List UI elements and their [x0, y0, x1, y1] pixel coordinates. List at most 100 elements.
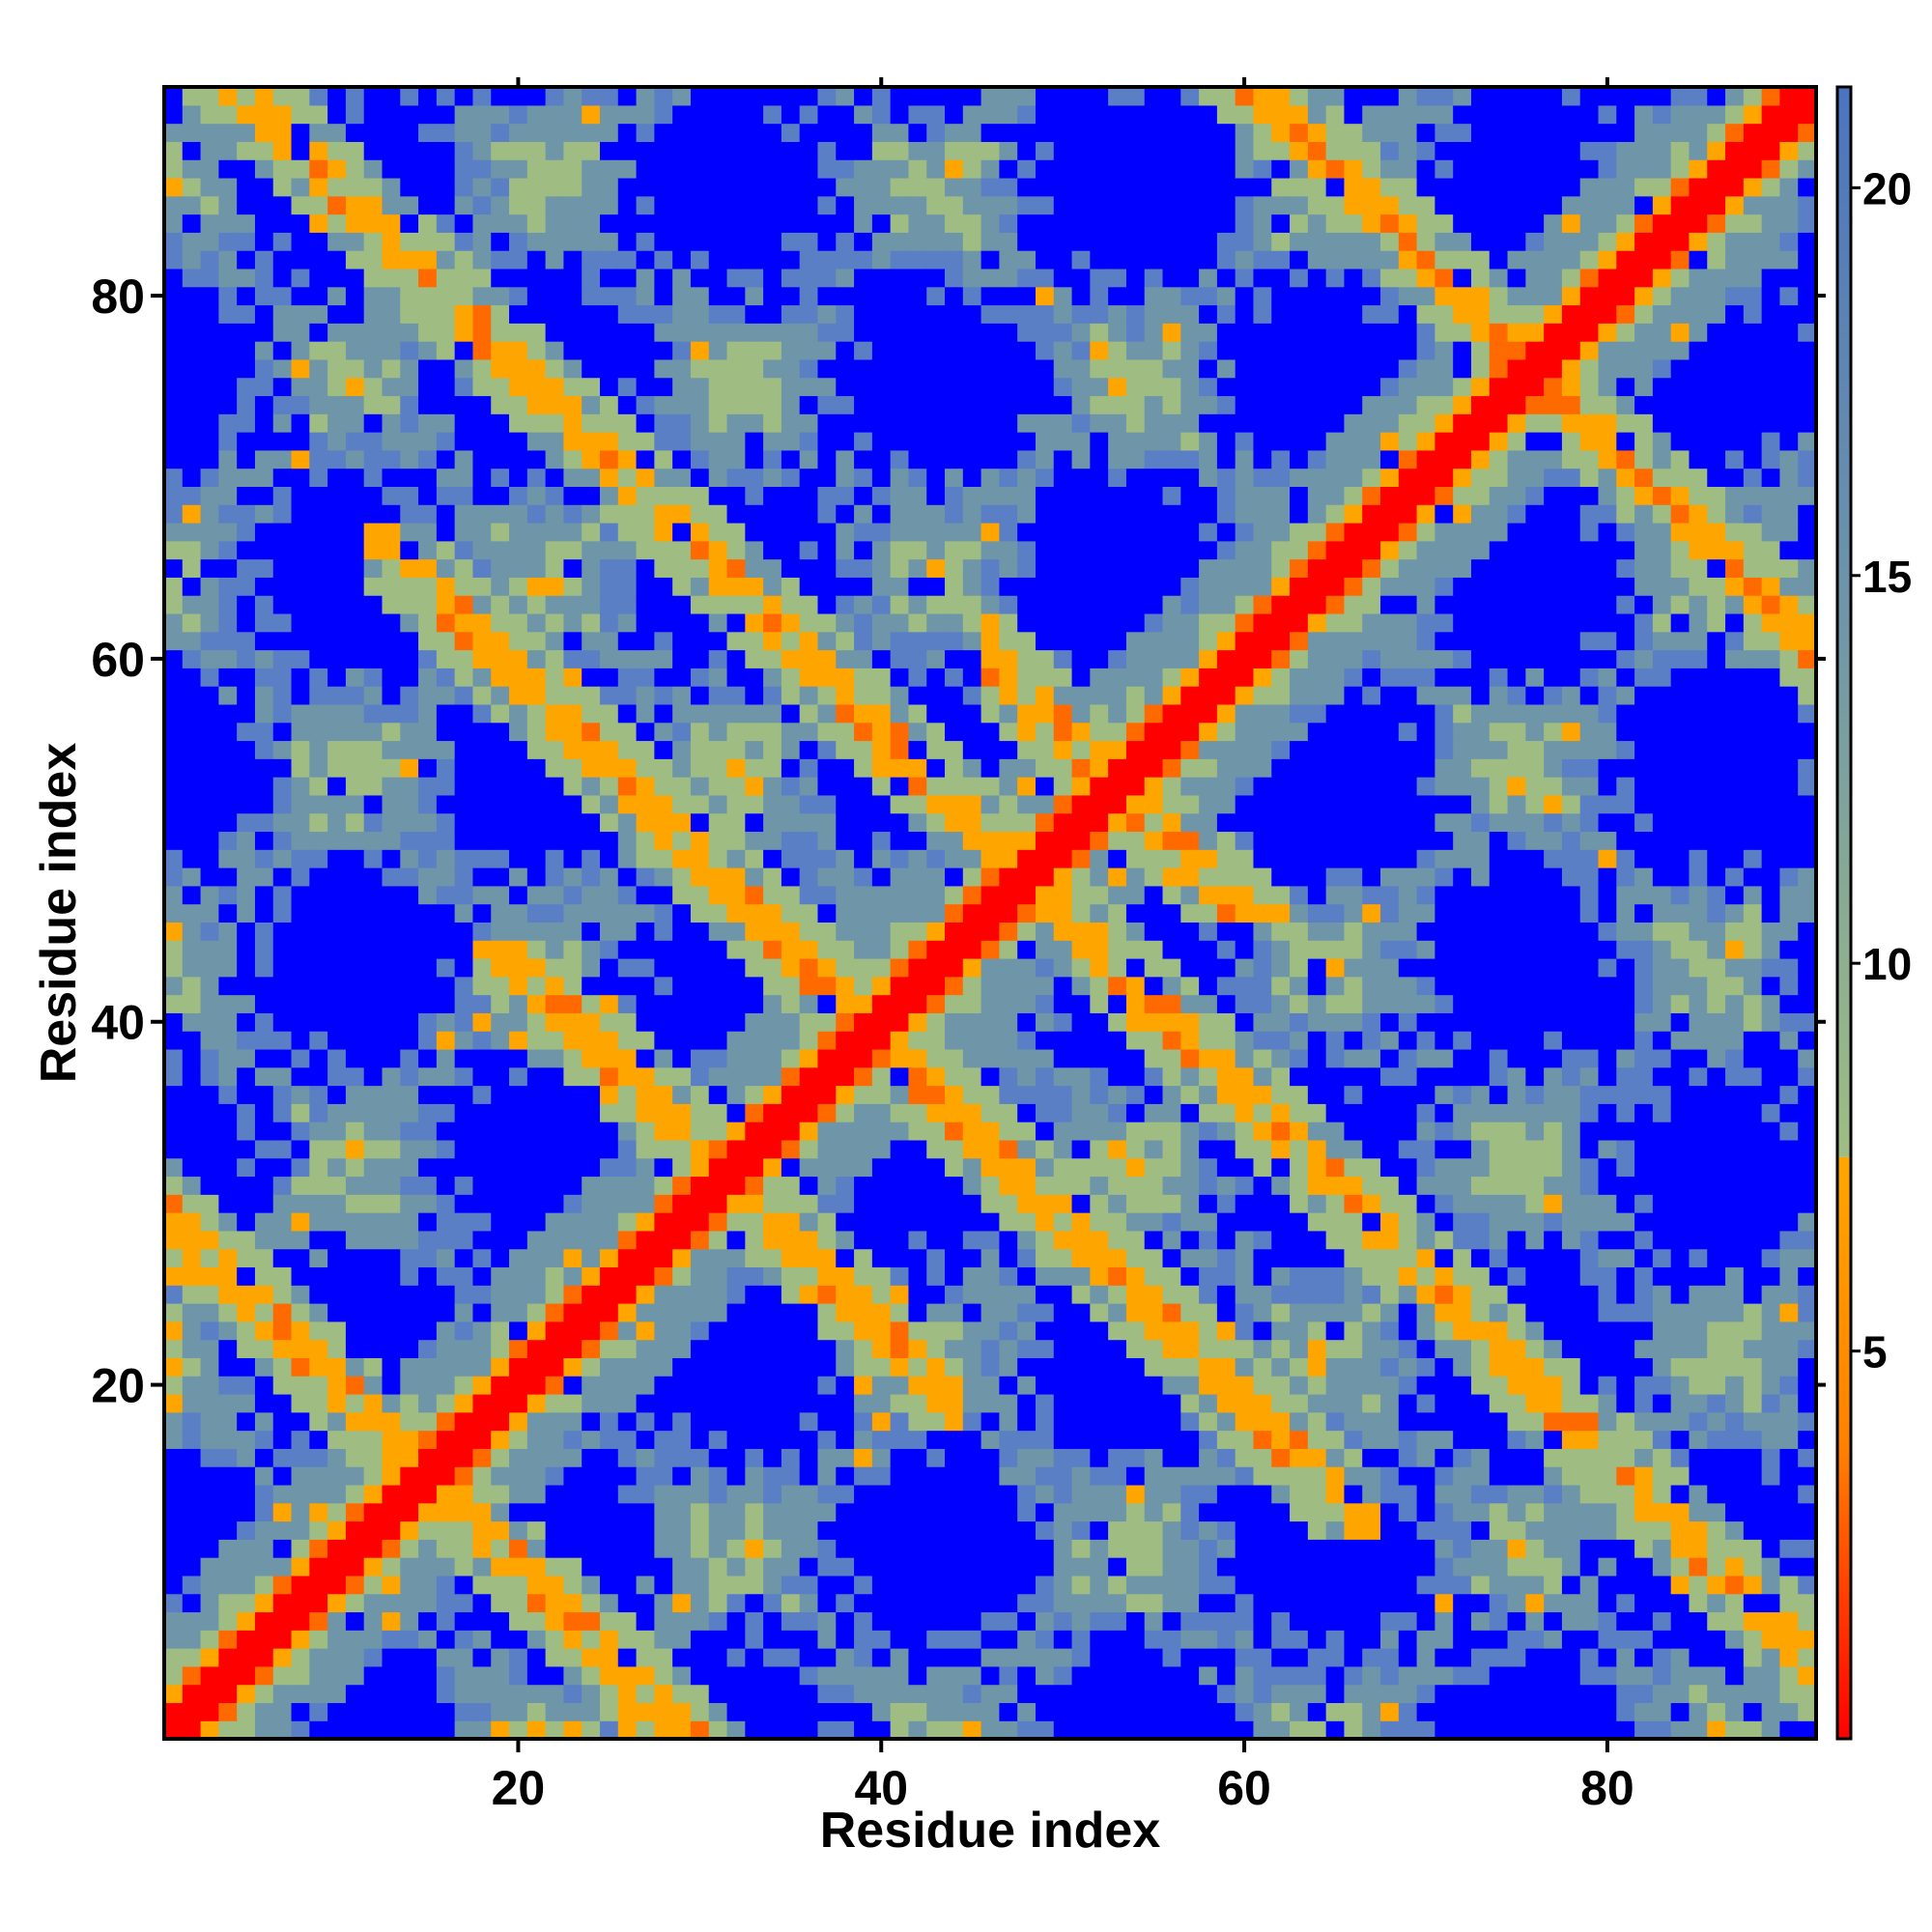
heatmap-cell: [309, 87, 328, 106]
heatmap-cell: [345, 486, 365, 505]
heatmap-cell: [182, 612, 202, 633]
heatmap-cell: [1180, 1248, 1200, 1268]
heatmap-cell: [708, 1212, 728, 1232]
heatmap-cell: [272, 268, 293, 288]
heatmap-cell: [454, 595, 474, 614]
heatmap-cell: [1561, 1575, 1581, 1595]
heatmap-cell: [1689, 1285, 1708, 1304]
heatmap-cell: [563, 686, 582, 705]
heatmap-cell: [708, 141, 728, 160]
heatmap-cell: [1199, 1285, 1218, 1304]
heatmap-cell: [980, 1665, 1000, 1686]
heatmap-cell: [582, 1593, 601, 1613]
heatmap-cell: [291, 740, 310, 759]
heatmap-cell: [672, 631, 692, 651]
heatmap-cell: [218, 1539, 238, 1558]
heatmap-cell: [1489, 1630, 1509, 1649]
heatmap-cell: [272, 486, 293, 505]
heatmap-cell: [1199, 1176, 1218, 1195]
heatmap-cell: [654, 1194, 673, 1213]
heatmap-cell: [726, 250, 746, 270]
heatmap-cell: [382, 1157, 401, 1178]
heatmap-cell: [454, 1720, 474, 1740]
heatmap-cell: [1344, 1139, 1363, 1159]
heatmap-cell: [218, 1502, 238, 1522]
heatmap-cell: [1435, 1520, 1454, 1540]
heatmap-cell: [1489, 1393, 1509, 1413]
heatmap-cell: [454, 250, 474, 270]
heatmap-cell: [599, 1611, 619, 1631]
heatmap-cell: [871, 1266, 892, 1286]
heatmap-cell: [1416, 1448, 1435, 1467]
heatmap-cell: [545, 1430, 565, 1449]
heatmap-cell: [636, 1630, 655, 1649]
heatmap-cell: [526, 449, 547, 469]
heatmap-cell: [436, 703, 456, 724]
heatmap-cell: [563, 885, 582, 905]
heatmap-cell: [690, 1139, 710, 1159]
heatmap-cell: [1325, 1593, 1346, 1613]
heatmap-cell: [1398, 1122, 1418, 1141]
heatmap-cell: [1144, 1176, 1164, 1195]
heatmap-cell: [1707, 1520, 1726, 1540]
heatmap-cell: [472, 341, 492, 360]
heatmap-cell: [1544, 1321, 1563, 1341]
heatmap-cell: [1453, 1539, 1472, 1558]
heatmap-cell: [654, 1303, 673, 1322]
heatmap-cell: [654, 558, 673, 578]
heatmap-cell: [1216, 1684, 1236, 1704]
heatmap-cell: [272, 1048, 293, 1068]
heatmap-cell: [1344, 1357, 1363, 1377]
heatmap-cell: [1489, 1702, 1509, 1721]
heatmap-cell: [200, 1520, 219, 1540]
heatmap-cell: [763, 1575, 782, 1595]
heatmap-cell: [1579, 1502, 1600, 1522]
heatmap-cell: [237, 1139, 256, 1159]
heatmap-cell: [436, 177, 456, 197]
heatmap-cell: [327, 1176, 347, 1195]
heatmap-cell: [345, 1684, 365, 1704]
heatmap-cell: [599, 159, 619, 179]
heatmap-cell: [345, 1502, 365, 1522]
heatmap-cell: [164, 686, 184, 705]
heatmap-cell: [1761, 1357, 1781, 1377]
heatmap-cell: [582, 377, 601, 397]
heatmap-cell: [726, 558, 746, 578]
heatmap-cell: [1035, 1339, 1055, 1358]
heatmap-cell: [545, 1539, 565, 1558]
heatmap-cell: [218, 413, 238, 433]
heatmap-cell: [218, 885, 238, 905]
heatmap-cell: [1108, 1575, 1127, 1595]
heatmap-cell: [726, 722, 746, 742]
heatmap-cell: [672, 177, 692, 197]
heatmap-cell: [1416, 1176, 1435, 1195]
heatmap-cell: [363, 232, 384, 251]
heatmap-cell: [745, 1048, 764, 1068]
heatmap-cell: [291, 1448, 310, 1467]
heatmap-cell: [1162, 1321, 1181, 1341]
heatmap-cell: [164, 976, 184, 996]
heatmap-cell: [1144, 1611, 1164, 1631]
heatmap-cell: [563, 1593, 582, 1613]
heatmap-cell: [345, 1430, 365, 1449]
heatmap-cell: [726, 232, 746, 251]
heatmap-cell: [1598, 1611, 1617, 1631]
heatmap-cell: [182, 885, 202, 905]
heatmap-cell: [182, 232, 202, 251]
heatmap-cell: [182, 358, 202, 379]
heatmap-cell: [1180, 1430, 1200, 1449]
heatmap-cell: [599, 1357, 619, 1377]
heatmap-cell: [237, 1520, 256, 1540]
heatmap-cell: [1416, 1230, 1435, 1250]
heatmap-cell: [1670, 1157, 1690, 1178]
heatmap-cell: [200, 1321, 219, 1341]
heatmap-cell: [218, 1484, 238, 1504]
heatmap-cell: [1235, 1285, 1255, 1304]
heatmap-cell: [1344, 1593, 1363, 1613]
heatmap-cell: [690, 504, 710, 524]
heatmap-cell: [1670, 1357, 1690, 1377]
heatmap-cell: [200, 940, 219, 959]
heatmap-cell: [908, 1321, 927, 1341]
heatmap-cell: [1398, 1393, 1418, 1413]
heatmap-cell: [1507, 1248, 1526, 1268]
